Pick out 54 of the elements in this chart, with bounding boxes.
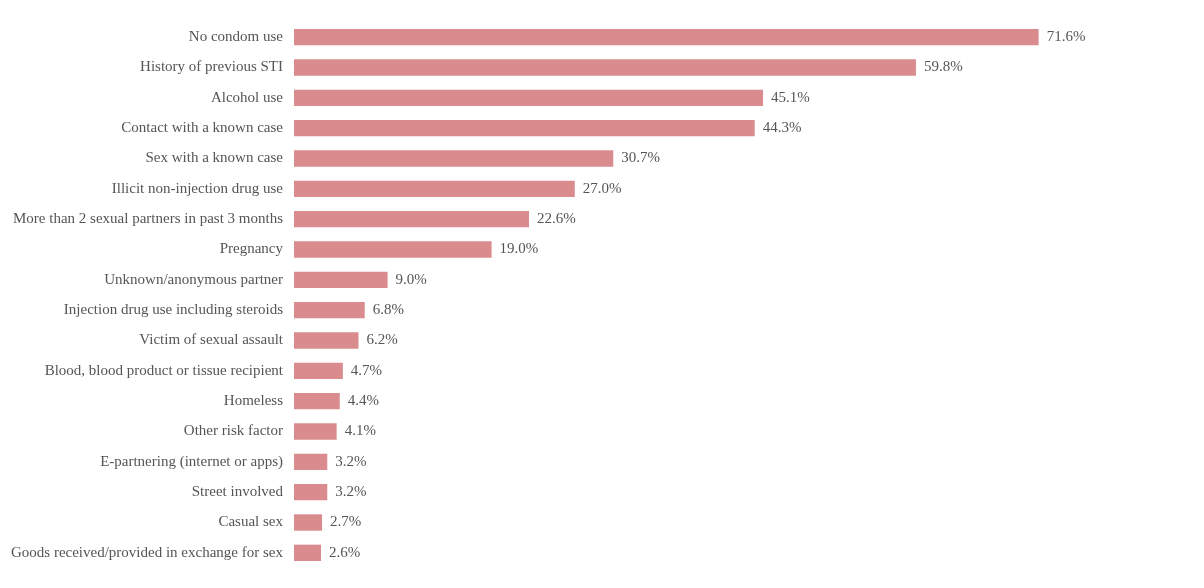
data-label: 2.6% — [329, 543, 361, 560]
bar — [293, 271, 388, 289]
data-label: 71.6% — [1046, 28, 1086, 45]
bar — [293, 180, 575, 198]
data-label: 27.0% — [582, 179, 622, 196]
data-label: 6.8% — [372, 301, 404, 318]
bar — [293, 119, 755, 137]
data-label: 30.7% — [621, 149, 661, 166]
y-tick-label: Street involved — [191, 483, 284, 500]
bar — [293, 483, 328, 501]
y-tick-label: Contact with a known case — [121, 119, 284, 136]
y-tick-label: Unknown/anonymous partner — [104, 270, 283, 287]
y-tick-label: Other risk factor — [183, 422, 283, 439]
bar — [293, 544, 322, 562]
data-label: 9.0% — [395, 270, 427, 287]
bar — [293, 453, 328, 471]
y-tick-label: E-partnering (internet or apps) — [100, 452, 283, 470]
bar — [293, 423, 337, 440]
bar — [293, 392, 340, 410]
bar — [293, 332, 359, 349]
y-tick-label: Blood, blood product or tissue recipient — [44, 361, 284, 378]
bar — [293, 150, 614, 167]
bar — [293, 89, 764, 107]
y-tick-label: No condom use — [188, 28, 284, 45]
bar — [293, 301, 365, 319]
bar — [293, 514, 323, 531]
y-tick-label: Injection drug use including steroids — [63, 301, 284, 318]
bar — [293, 59, 916, 76]
y-tick-label: Pregnancy — [219, 240, 284, 257]
data-label: 4.7% — [350, 361, 383, 378]
data-label: 3.2% — [335, 483, 367, 500]
y-tick-label: Victim of sexual assault — [139, 331, 284, 348]
data-label: 6.2% — [366, 331, 398, 348]
bar — [293, 362, 343, 380]
bar — [293, 28, 1039, 46]
y-tick-label: More than 2 sexual partners in past 3 months — [13, 210, 284, 227]
data-label: 4.1% — [344, 422, 376, 439]
data-label: 19.0% — [499, 240, 539, 257]
y-tick-label: History of previous STI — [140, 58, 283, 75]
data-label: 22.6% — [537, 210, 576, 227]
data-label: 4.4% — [347, 392, 379, 409]
y-tick-label: Illicit non-injection drug use — [111, 179, 284, 196]
bar — [293, 241, 492, 258]
y-tick-label: Goods received/provided in exchange for sex — [10, 543, 284, 560]
data-label: 3.2% — [335, 452, 367, 469]
data-label: 44.3% — [762, 119, 802, 136]
y-tick-label: Alcohol use — [210, 88, 284, 105]
y-tick-label: Casual sex — [218, 513, 284, 530]
bar — [293, 210, 530, 228]
data-label: 59.8% — [923, 58, 963, 75]
data-label: 2.7% — [330, 513, 362, 530]
y-tick-label: Sex with a known case — [145, 149, 284, 166]
y-tick-label: Homeless — [223, 392, 284, 409]
data-label: 45.1% — [771, 88, 810, 105]
